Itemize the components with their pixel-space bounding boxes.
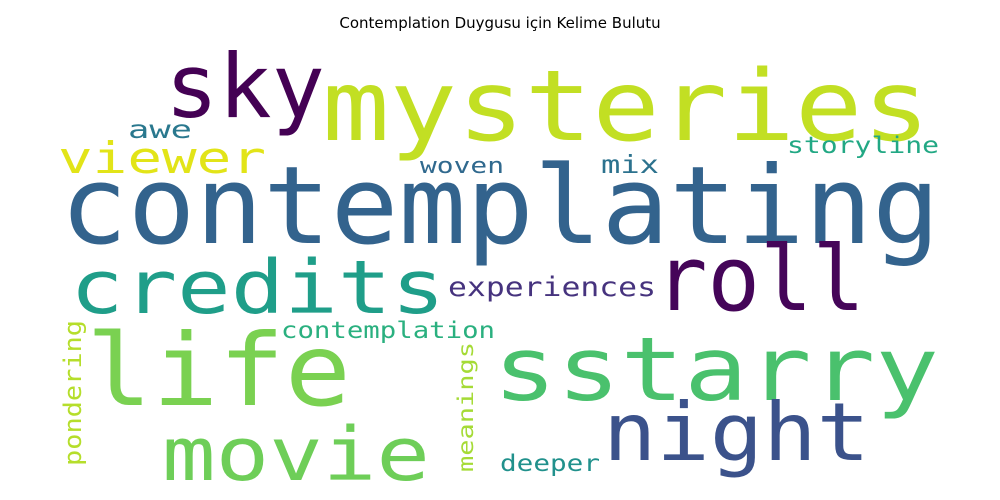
word-contemplating: contemplating [60,144,940,269]
word-meanings: meanings [454,342,478,472]
chart-title: Contemplation Duygusu için Kelime Bulutu [339,14,660,32]
word-sky: sky [165,35,325,138]
word-cloud: contemplating mysteries sky sstarry life… [58,35,940,498]
word-credits: credits [70,245,445,331]
word-mix: mix [601,150,659,179]
word-experiences: experiences [448,272,656,303]
word-roll: roll [655,227,865,332]
word-life: life [86,312,351,429]
word-movie: movie [162,412,430,498]
word-viewer: viewer [58,133,266,184]
word-contemplation: contemplation [281,318,495,344]
word-deeper: deeper [500,451,600,477]
word-night: night [603,386,870,479]
word-awe: awe [128,115,192,144]
word-storyline: storyline [787,133,939,159]
word-pondering: pondering [59,320,87,466]
word-sstarry: sstarry [493,318,939,421]
word-woven: woven [420,154,504,179]
word-mysteries: mysteries [322,50,930,164]
